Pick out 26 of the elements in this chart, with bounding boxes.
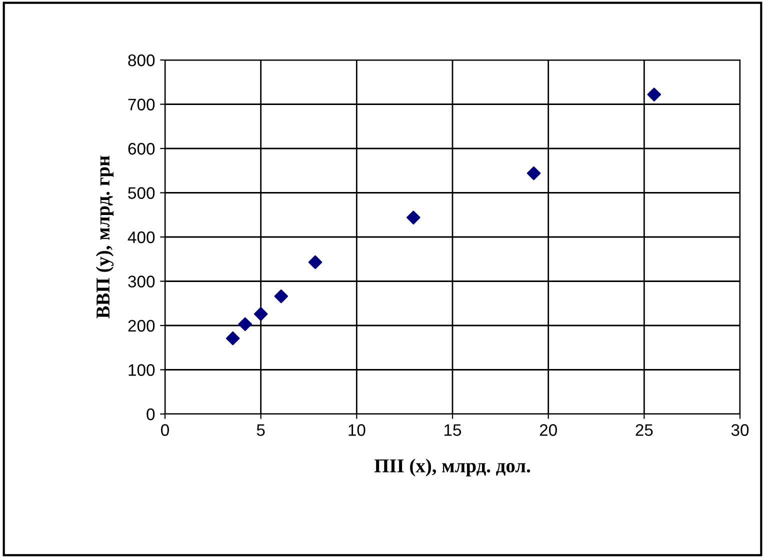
y-tick-label: 700 (128, 98, 155, 110)
x-tick-label: 0 (161, 424, 169, 436)
y-axis-title: ВВП (у), млрд. грн (96, 156, 114, 318)
point (526, 166, 541, 180)
x-tick-label: 30 (731, 424, 749, 436)
x-tick-label: 15 (444, 424, 462, 436)
y-tick-label: 400 (128, 231, 155, 244)
point (308, 255, 322, 270)
y-tick-label: 100 (128, 364, 155, 376)
point (238, 317, 252, 332)
y-tick-label: 0 (146, 408, 155, 420)
point (254, 307, 268, 321)
y-tick-label: 500 (128, 187, 155, 199)
x-tick-label: 25 (636, 424, 653, 436)
x-tick-label: 5 (256, 424, 265, 436)
y-tick-label: 300 (128, 276, 155, 288)
y-tick-label: 600 (128, 142, 155, 155)
y-tick-label: 200 (128, 320, 155, 332)
x-axis-title: ПІІ (х), млрд. дол. (374, 458, 530, 476)
point (274, 289, 288, 304)
y-tick-label: 800 (128, 54, 155, 66)
point (406, 210, 420, 224)
point (226, 331, 240, 346)
point (647, 88, 662, 102)
x-tick-label: 10 (348, 424, 366, 436)
x-tick-label: 20 (540, 424, 557, 436)
